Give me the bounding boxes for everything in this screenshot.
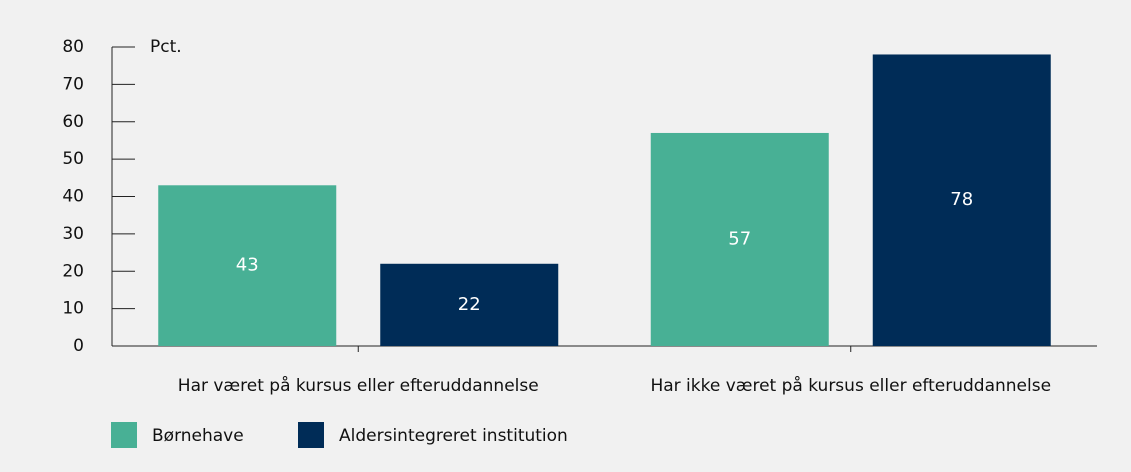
value-label: 78: [950, 189, 973, 210]
legend-label: Børnehave: [152, 426, 244, 446]
y-tick-label: 50: [62, 149, 84, 169]
y-tick-label: 70: [62, 74, 84, 94]
y-axis-label: Pct.: [150, 37, 182, 57]
y-tick-label: 20: [62, 261, 84, 281]
bar: [380, 263, 559, 346]
y-tick-label: 0: [73, 336, 84, 356]
legend-label: Aldersintegreret institution: [339, 426, 568, 446]
y-tick-label: 10: [62, 299, 84, 319]
y-tick-label: 60: [62, 112, 84, 132]
y-tick-label: 30: [62, 224, 84, 244]
legend-swatch: [298, 422, 324, 448]
legend-swatch: [111, 422, 137, 448]
x-tick-label: Har været på kursus eller efteruddannels…: [178, 375, 539, 396]
y-tick-label: 80: [62, 37, 84, 57]
value-label: 57: [728, 228, 751, 249]
bar: [158, 185, 337, 346]
value-label: 43: [236, 255, 259, 276]
y-tick-label: 40: [62, 187, 84, 207]
x-tick-label: Har ikke været på kursus eller efterudda…: [650, 375, 1051, 396]
bar: [872, 54, 1051, 346]
value-label: 22: [458, 294, 481, 315]
bar: [650, 132, 829, 346]
